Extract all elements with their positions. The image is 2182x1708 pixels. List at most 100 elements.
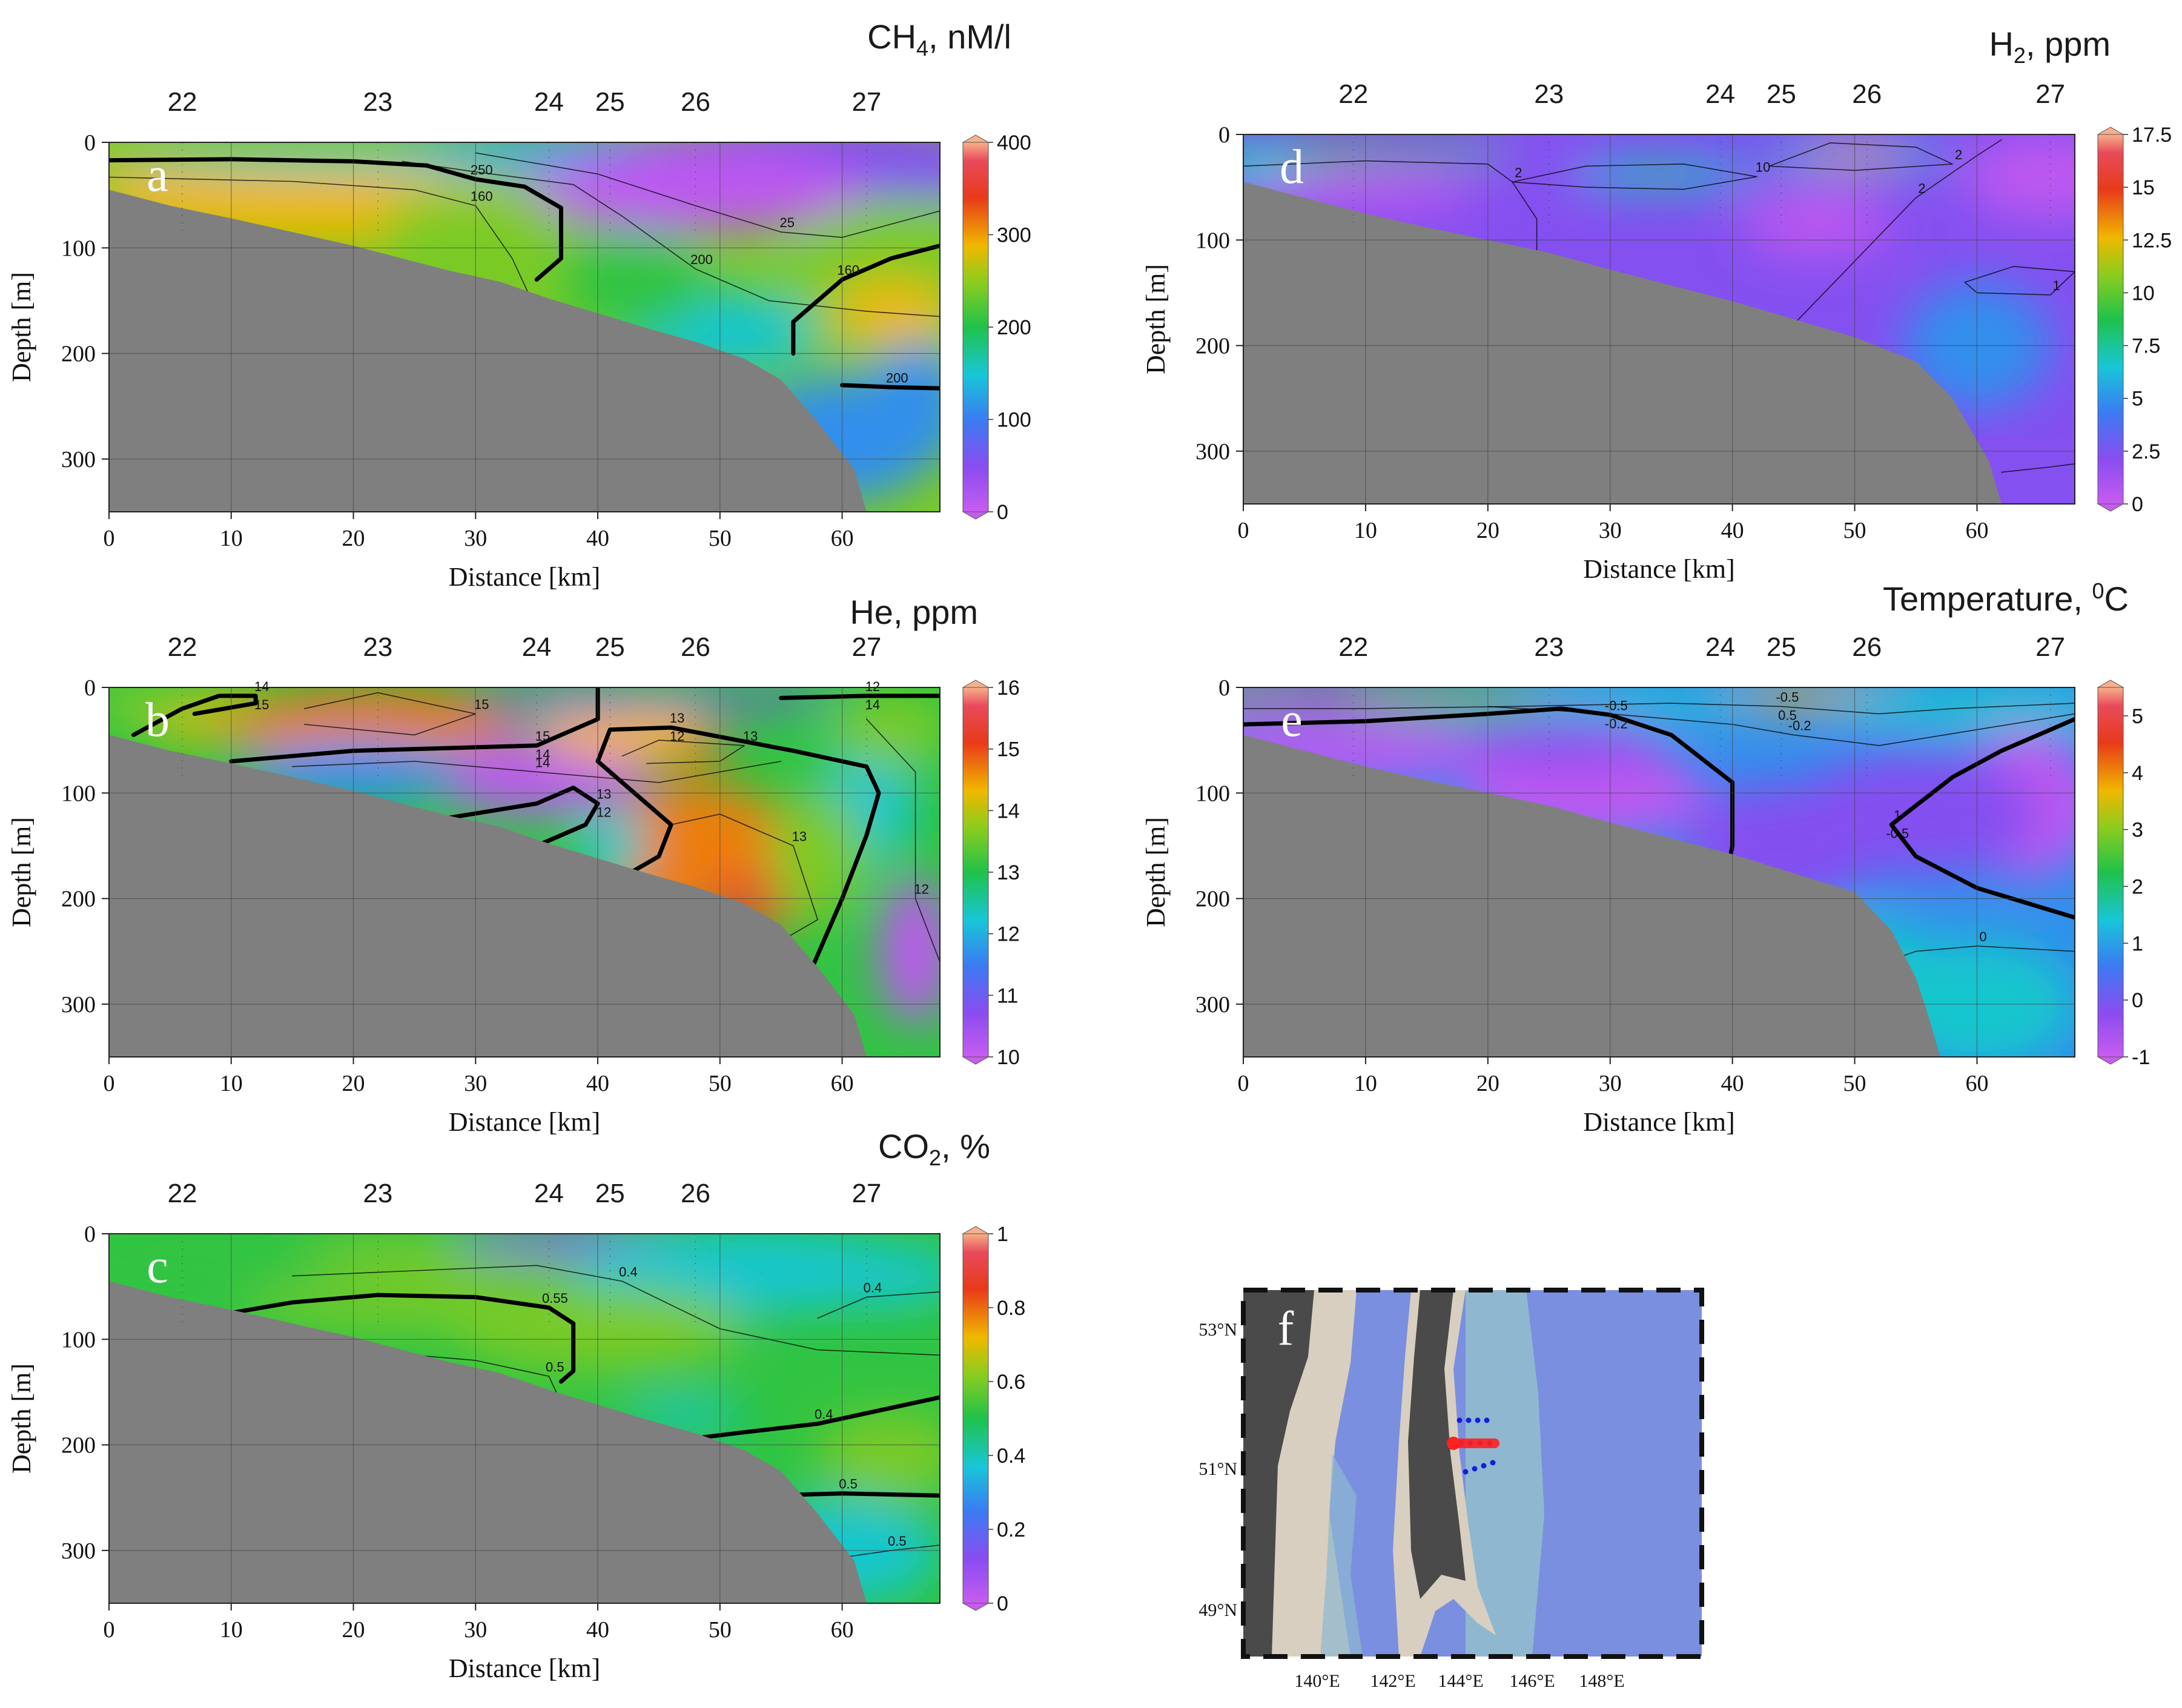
colorbar-tick-label: 12 (997, 923, 1020, 946)
station-label: 25 (1767, 79, 1796, 109)
contour-label: 0.5 (546, 1359, 564, 1374)
field-blob (1317, 142, 1513, 159)
grid (109, 687, 940, 1057)
map-lon-label: 142°E (1370, 1671, 1415, 1691)
x-tick-label: 60 (831, 1617, 854, 1643)
map-mainland (1243, 1290, 1314, 1657)
y-axis-label: Depth [m] (7, 1363, 36, 1474)
station-labels: 22 23 24 25 26 27 (168, 87, 881, 233)
map-frame (1241, 1288, 1704, 1659)
contour-label: 250 (471, 162, 493, 177)
station-label: 27 (851, 632, 881, 662)
field-blob (145, 719, 243, 741)
x-tick-label: 60 (831, 1071, 854, 1096)
contour-label: 0.5 (839, 1477, 858, 1492)
contour-thin (670, 813, 818, 942)
station-dot (1463, 1469, 1469, 1475)
colorbar-tick-label: 17.5 (2132, 124, 2172, 147)
station-dot (1475, 1417, 1481, 1423)
station-label: 22 (168, 1179, 197, 1208)
colorbar-tick-label: 13 (997, 861, 1020, 884)
station-label: 26 (681, 87, 710, 117)
station-labels: 22 23 24 25 26 27 (1338, 79, 2065, 225)
x-tick-label: 30 (1599, 1071, 1622, 1096)
contour-label: 14 (254, 679, 269, 694)
plot-frame (1243, 134, 2075, 505)
colorbar: -1 0 1 2 3 4 5 (2097, 680, 2150, 1069)
colorbar-tick-label: 5 (2132, 388, 2143, 411)
x-ticks: 0 10 20 30 40 50 60 (104, 512, 854, 551)
colorbar-cap-top (962, 134, 990, 143)
station-label: 22 (168, 87, 197, 117)
y-tick-label: 300 (61, 992, 96, 1018)
colorbar-cap-top (2097, 680, 2124, 688)
station-label: 27 (851, 87, 881, 117)
field-blob (1830, 687, 2075, 728)
station-label: 24 (534, 87, 564, 117)
colorbar-cap-top (2097, 127, 2124, 135)
x-tick-label: 0 (104, 1617, 115, 1643)
station-dot (1466, 1417, 1472, 1423)
y-ticks: 0 100 200 300 (61, 130, 109, 472)
x-tick-label: 60 (1965, 1071, 1988, 1096)
contour-labels: 250 160 200 160 200 25 (471, 162, 908, 385)
station-label: 25 (595, 1179, 625, 1208)
title-subscript: 4 (916, 36, 928, 61)
contour-thin (291, 761, 782, 783)
station-label: 26 (681, 1179, 710, 1208)
panel-title: He, ppm (850, 593, 978, 631)
map-body (1243, 1290, 1702, 1657)
colorbar-tick-label: 100 (997, 409, 1031, 432)
map-lat-label: 51°N (1198, 1459, 1237, 1479)
contour-label: 12 (670, 729, 684, 744)
colorbar-tick-label: 15 (997, 738, 1020, 761)
x-ticks: 0 10 20 30 40 50 60 (104, 1057, 854, 1096)
x-tick-label: 10 (1354, 1071, 1377, 1096)
y-tick-label: 300 (1195, 439, 1230, 465)
title-subscript: 2 (929, 1145, 941, 1170)
x-tick-label: 40 (586, 1071, 609, 1096)
station-labels: 22 23 24 25 26 27 (168, 1179, 881, 1325)
contour-label: 15 (535, 729, 550, 744)
x-tick-label: 40 (586, 526, 609, 551)
y-axis-label: Depth [m] (7, 272, 36, 382)
station-dot (1490, 1460, 1496, 1466)
y-tick-label: 300 (1195, 992, 1230, 1018)
colorbar-tick-label: 7.5 (2132, 335, 2160, 358)
station-label: 24 (534, 1179, 564, 1208)
x-axis-label: Distance [km] (1583, 1107, 1734, 1137)
colorbar: 10 11 12 13 14 15 16 (962, 677, 1020, 1069)
contour-thin (291, 1265, 940, 1356)
station-dot (1456, 1417, 1463, 1423)
y-ticks: 0 100 200 300 (1195, 675, 1243, 1018)
contour-label: 10 (1756, 160, 1770, 175)
contour-label: -0.5 (1776, 689, 1799, 704)
y-ticks: 0 100 200 300 (61, 1222, 109, 1564)
station-label: 23 (363, 1179, 392, 1208)
colorbar-gradient (2097, 687, 2124, 1058)
x-tick-label: 0 (1238, 1071, 1249, 1096)
contour-label: 14 (535, 755, 550, 770)
field-blob (769, 1244, 940, 1308)
contour-label: 200 (886, 370, 908, 385)
x-tick-label: 40 (586, 1617, 609, 1643)
x-tick-label: 60 (1965, 518, 1988, 543)
field-blob (1243, 687, 1317, 704)
field-blob (1622, 169, 1696, 180)
colorbar-tick-label: 0 (2132, 493, 2143, 516)
contour-thin (1243, 703, 2075, 715)
y-tick-label: 200 (61, 1433, 96, 1458)
title-main: He, ppm (850, 593, 978, 631)
field-blob (769, 793, 867, 920)
panel-letter: a (147, 148, 168, 202)
contour-label: 14 (535, 747, 550, 762)
field-blob (1439, 162, 1586, 192)
seafloor-group (109, 1281, 867, 1603)
x-tick-label: 20 (342, 1617, 365, 1643)
contour-thin (1768, 142, 1953, 171)
contour-thin (817, 1291, 940, 1319)
seafloor-group (109, 190, 867, 512)
contour-label: 2 (1918, 181, 1925, 196)
